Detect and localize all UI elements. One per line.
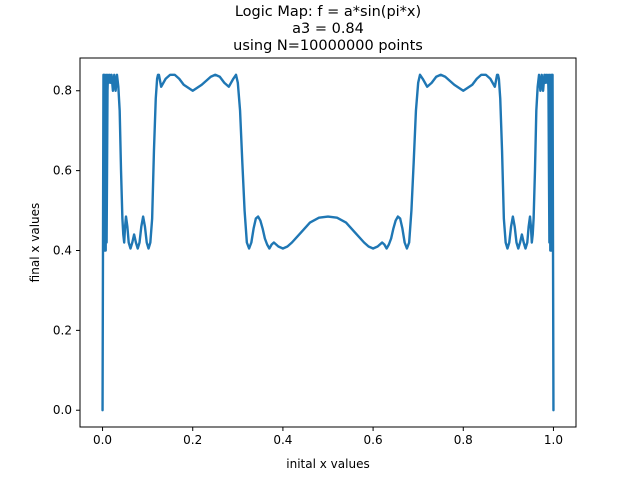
x-axis-ticks: 0.0 0.2 0.4 0.6 0.8 1.0 — [93, 427, 563, 447]
x-tick-label: 0.6 — [364, 433, 383, 447]
series-line — [101, 73, 555, 412]
chart-title-line-3: using N=10000000 points — [233, 38, 423, 54]
y-tick-label: 0.2 — [53, 323, 72, 337]
y-tick-label: 0.4 — [53, 243, 72, 257]
x-tick-label: 1.0 — [544, 433, 563, 447]
chart-title-line-2: a3 = 0.84 — [292, 21, 364, 37]
y-tick-label: 0.0 — [53, 403, 72, 417]
chart-title-line-1: Logic Map: f = a*sin(pi*x) — [235, 4, 421, 20]
y-axis-label: final x values — [28, 203, 42, 283]
y-axis-ticks: 0.0 0.2 0.4 0.6 0.8 — [53, 84, 80, 417]
x-tick-label: 0.0 — [93, 433, 112, 447]
plot-area: 0.0 0.2 0.4 0.6 0.8 1.0 0.0 0.2 0.4 0.6 0.8 — [53, 57, 577, 447]
x-tick-label: 0.4 — [273, 433, 292, 447]
x-axis-label: inital x values — [286, 457, 369, 471]
y-tick-label: 0.6 — [53, 164, 72, 178]
y-tick-label: 0.8 — [53, 84, 72, 98]
x-tick-label: 0.2 — [183, 433, 202, 447]
x-tick-label: 0.8 — [454, 433, 473, 447]
axes-frame — [79, 57, 577, 428]
